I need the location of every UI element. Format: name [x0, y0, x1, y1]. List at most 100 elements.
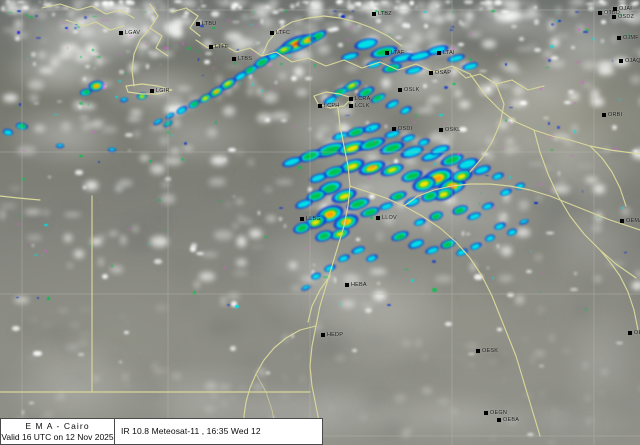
- station-marker: LCRA: [349, 96, 370, 102]
- station-dot-icon: [318, 104, 322, 108]
- station-marker: OESK: [476, 348, 498, 354]
- station-code: LTAI: [443, 50, 455, 56]
- station-dot-icon: [345, 283, 349, 287]
- station-marker: OEBA: [497, 417, 519, 423]
- station-code: OSLK: [404, 87, 420, 93]
- station-marker: OSKL: [439, 127, 460, 133]
- station-marker: OTBD: [598, 10, 620, 16]
- station-code: OESK: [482, 348, 499, 354]
- station-marker: LTBZ: [372, 11, 392, 17]
- station-code: ORBI: [608, 112, 623, 118]
- station-code: LTBU: [202, 21, 217, 27]
- station-dot-icon: [119, 31, 123, 35]
- station-dot-icon: [385, 51, 389, 55]
- station-dot-icon: [437, 51, 441, 55]
- station-marker: OEPA: [628, 330, 640, 336]
- valid-time: Valid 16 UTC on 12 Nov 2025: [1, 431, 114, 442]
- station-code: LGAV: [125, 30, 141, 36]
- station-dot-icon: [398, 88, 402, 92]
- product-title: IR 10.8 Meteosat-11 , 16:35 Wed 12: [121, 426, 261, 436]
- station-dot-icon: [617, 36, 621, 40]
- station-dot-icon: [270, 31, 274, 35]
- station-code: OEGN: [490, 410, 507, 416]
- station-code: OJMF: [623, 35, 639, 41]
- station-code: OEBA: [503, 417, 520, 423]
- station-code: OJAQ: [625, 58, 640, 64]
- station-dot-icon: [484, 411, 488, 415]
- station-marker: LTFE: [209, 44, 229, 50]
- station-marker: OSLK: [398, 87, 419, 93]
- station-code: LCRA: [355, 96, 371, 102]
- station-marker: LCPH: [318, 103, 339, 109]
- station-code: LTBS: [238, 56, 253, 62]
- station-marker: LTAI: [437, 50, 455, 56]
- station-marker: OSDI: [392, 126, 412, 132]
- station-marker: OJAI: [613, 6, 632, 12]
- station-marker: LGIR: [150, 88, 170, 94]
- station-dot-icon: [300, 217, 304, 221]
- station-dot-icon: [476, 349, 480, 353]
- station-dot-icon: [628, 331, 632, 335]
- station-marker: OSAP: [429, 70, 451, 76]
- station-dot-icon: [620, 219, 624, 223]
- station-code: LGIR: [156, 88, 170, 94]
- station-code: LLOV: [382, 215, 397, 221]
- station-code: HEDP: [327, 332, 344, 338]
- station-marker: LTFC: [270, 30, 290, 36]
- agency-caption-box: E M A - Cairo Valid 16 UTC on 12 Nov 202…: [0, 418, 115, 445]
- station-dot-icon: [392, 127, 396, 131]
- station-dot-icon: [321, 333, 325, 337]
- station-dot-icon: [349, 97, 353, 101]
- station-marker: OEGN: [484, 410, 507, 416]
- station-dot-icon: [497, 418, 501, 422]
- station-dot-icon: [150, 89, 154, 93]
- station-marker: OJMF: [617, 35, 639, 41]
- station-dot-icon: [439, 128, 443, 132]
- station-code: LTAF: [391, 50, 405, 56]
- station-code: OSKL: [445, 127, 461, 133]
- caption-bar: E M A - Cairo Valid 16 UTC on 12 Nov 202…: [0, 418, 323, 445]
- station-code: LCPH: [324, 103, 340, 109]
- station-code: OSDI: [398, 126, 413, 132]
- station-marker: LCLK: [349, 103, 370, 109]
- station-code: OTBD: [604, 10, 621, 16]
- station-marker: HEBA: [345, 282, 367, 288]
- station-marker: OSDZ: [612, 14, 634, 20]
- station-dot-icon: [349, 104, 353, 108]
- station-code: LCLK: [355, 103, 370, 109]
- station-marker: LTBU: [196, 21, 216, 27]
- country-borders: [0, 3, 640, 445]
- station-code: LTBZ: [378, 11, 392, 17]
- station-marker: LLOV: [376, 215, 397, 221]
- agency-name: E M A - Cairo: [25, 420, 90, 431]
- station-code: HEBA: [351, 282, 367, 288]
- station-dot-icon: [209, 45, 213, 49]
- station-marker: OJAQ: [619, 58, 640, 64]
- station-dot-icon: [372, 12, 376, 16]
- station-code: LLBG: [306, 216, 321, 222]
- station-dot-icon: [196, 22, 200, 26]
- station-dot-icon: [376, 216, 380, 220]
- station-marker: LTAF: [385, 50, 404, 56]
- station-marker: ORBI: [602, 112, 622, 118]
- station-dot-icon: [612, 15, 616, 19]
- station-code: LTFE: [215, 44, 229, 50]
- station-marker: LLBG: [300, 216, 321, 222]
- station-code: OSDZ: [618, 14, 635, 20]
- station-dot-icon: [613, 7, 617, 11]
- station-code: OEPA: [634, 330, 640, 336]
- product-caption-box: IR 10.8 Meteosat-11 , 16:35 Wed 12: [114, 418, 323, 445]
- station-marker: LGAV: [119, 30, 140, 36]
- station-dot-icon: [619, 59, 623, 63]
- station-marker: HEDP: [321, 332, 343, 338]
- station-dot-icon: [429, 71, 433, 75]
- station-marker: LTBS: [232, 56, 252, 62]
- station-code: LTFC: [276, 30, 291, 36]
- station-dot-icon: [232, 57, 236, 61]
